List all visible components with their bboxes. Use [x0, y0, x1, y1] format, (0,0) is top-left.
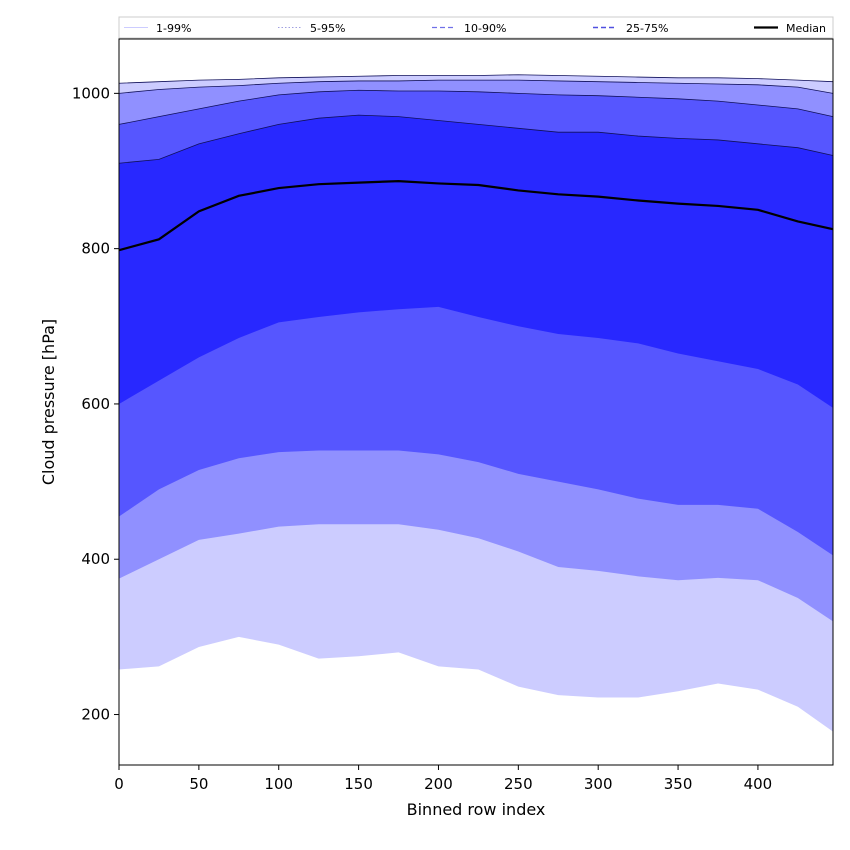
band-upper-edge-1-99%	[118, 74, 834, 84]
band-upper-edge-25-75%	[118, 114, 834, 164]
y-tick-label: 200	[81, 706, 110, 724]
y-axis-label: Cloud pressure [hPa]	[39, 319, 58, 485]
y-tick-label: 400	[81, 550, 110, 568]
median-line-group	[118, 179, 834, 252]
x-tick-label: 200	[424, 775, 453, 793]
legend-label-Median: Median	[786, 22, 826, 35]
plot-frame	[118, 38, 834, 766]
x-tick-label: 350	[664, 775, 693, 793]
x-tick-label: 300	[584, 775, 613, 793]
x-tick-label: 150	[344, 775, 373, 793]
legend-box	[118, 16, 834, 39]
x-tick-label: 250	[504, 775, 533, 793]
legend-label-25-75%: 25-75%	[626, 22, 668, 35]
x-axis-label: Binned row index	[407, 800, 546, 819]
x-tick-label: 50	[189, 775, 208, 793]
band-edge-lines	[118, 74, 834, 164]
percentile-bands	[119, 74, 833, 732]
band-25-75%	[119, 115, 833, 408]
y-tick-label: 800	[81, 240, 110, 258]
legend-label-5-95%: 5-95%	[310, 22, 345, 35]
y-tick-label: 600	[81, 395, 110, 413]
x-axis-ticks: 0 50 100 150 200 250 300 350 400	[114, 765, 772, 793]
x-tick-label: 0	[114, 775, 124, 793]
y-axis-ticks: 200 400 600 800 1000	[72, 84, 119, 724]
x-tick-label: 400	[744, 775, 773, 793]
legend: 1-99% 5-95% 10-90% 25-75% Median	[118, 16, 834, 39]
y-tick-label: 1000	[72, 84, 110, 102]
band-upper-edge-5-95%	[118, 79, 834, 94]
x-tick-label: 100	[264, 775, 293, 793]
legend-label-1-99%: 1-99%	[156, 22, 191, 35]
band-upper-edge-10-90%	[118, 89, 834, 125]
legend-label-10-90%: 10-90%	[464, 22, 506, 35]
series-line-Median	[118, 179, 834, 252]
